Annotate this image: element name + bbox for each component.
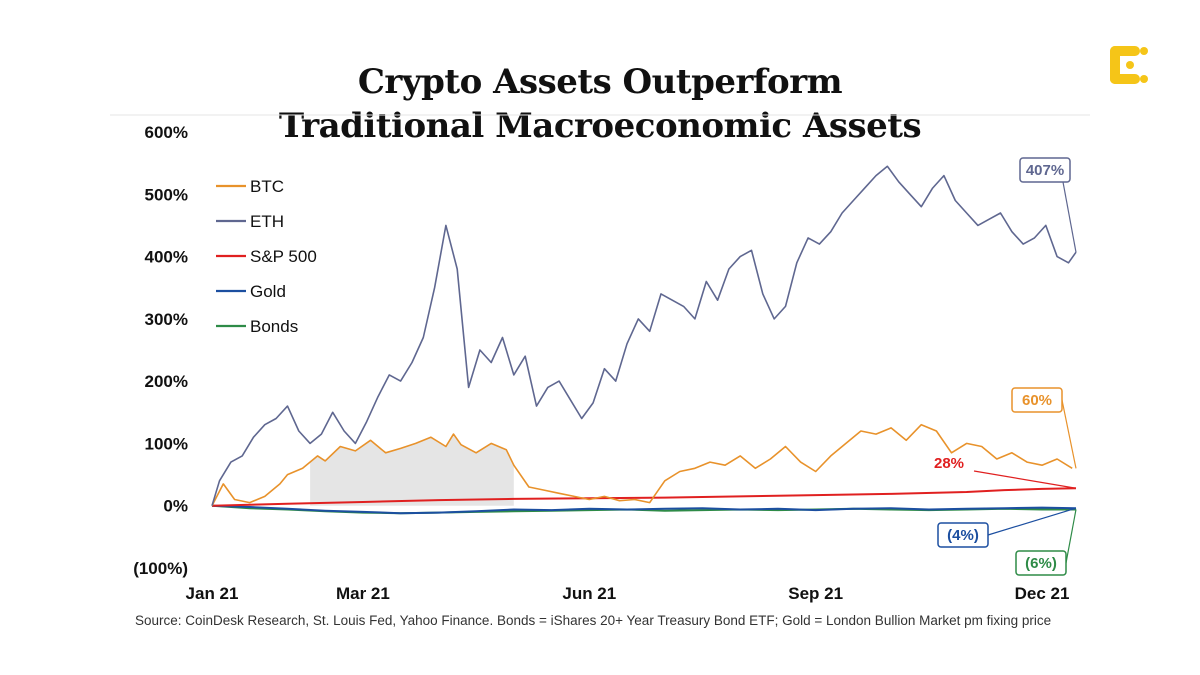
series-line-btc (211, 423, 1073, 507)
chart-title-line-2: Traditional Macroeconomic Assets (278, 106, 922, 146)
callout-leader-s-p-500 (973, 470, 1077, 489)
callout-box-btc (1011, 387, 1063, 413)
callout-label-s-p-500: 28% (934, 455, 964, 472)
legend-label-eth: ETH (250, 212, 284, 231)
y-tick-label: 100% (145, 434, 188, 453)
coindesk-logo-icon (1110, 46, 1148, 84)
legend: BTC ETH S&P 500 Gold Bonds (216, 177, 317, 336)
source-note: Source: CoinDesk Research, St. Louis Fed… (135, 613, 1052, 628)
callout-label-gold: (4%) (947, 527, 979, 544)
y-tick-label: 600% (145, 123, 188, 142)
y-tick-label: 0% (163, 497, 188, 516)
y-tick-label: 300% (145, 310, 188, 329)
callout-box-gold (937, 522, 989, 548)
legend-label-s-p-500: S&P 500 (250, 247, 317, 266)
y-tick-label: 200% (145, 372, 188, 391)
y-axis: 600% 500% 400% 300% 200% 100% 0% (100%) (133, 123, 188, 578)
x-tick-label: Jan 21 (186, 584, 239, 603)
callouts: 407% 60% 28% (4%) (6%) (934, 157, 1077, 576)
x-axis: Jan 21 Mar 21 Jun 21 Sep 21 Dec 21 (186, 584, 1070, 603)
x-tick-label: Jun 21 (562, 584, 616, 603)
callout-leader-gold (987, 507, 1077, 536)
y-tick-label: 500% (145, 185, 188, 204)
callout-leader-btc (1061, 399, 1077, 469)
series-layer (211, 165, 1077, 515)
legend-label-gold: Gold (250, 282, 286, 301)
shaded-region (310, 435, 514, 506)
callout-box-bonds (1015, 550, 1067, 576)
callout-label-bonds: (6%) (1025, 555, 1057, 572)
chart-title-line-1: Crypto Assets Outperform (357, 62, 843, 102)
line-chart: 600% 500% 400% 300% 200% 100% 0% (100%) Jan 21 M… (110, 114, 1090, 603)
y-tick-label: 400% (145, 248, 188, 267)
btc-shaded-area (310, 435, 514, 506)
series-line-eth (211, 165, 1077, 506)
legend-label-btc: BTC (250, 177, 284, 196)
legend-label-bonds: Bonds (250, 317, 298, 336)
x-tick-label: Mar 21 (336, 584, 390, 603)
x-tick-label: Sep 21 (788, 584, 843, 603)
callout-box-eth (1019, 157, 1071, 183)
callout-label-btc: 60% (1022, 392, 1052, 409)
callout-leader-bonds (1065, 509, 1077, 564)
callout-label-eth: 407% (1026, 162, 1064, 179)
chart-title: Crypto Assets Outperform Traditional Mac… (0, 60, 1200, 148)
x-tick-label: Dec 21 (1015, 584, 1070, 603)
y-tick-label: (100%) (133, 559, 188, 578)
callout-leader-eth (1062, 181, 1077, 253)
series-line-gold (211, 504, 1077, 515)
series-line-s-p-500 (211, 487, 1077, 507)
